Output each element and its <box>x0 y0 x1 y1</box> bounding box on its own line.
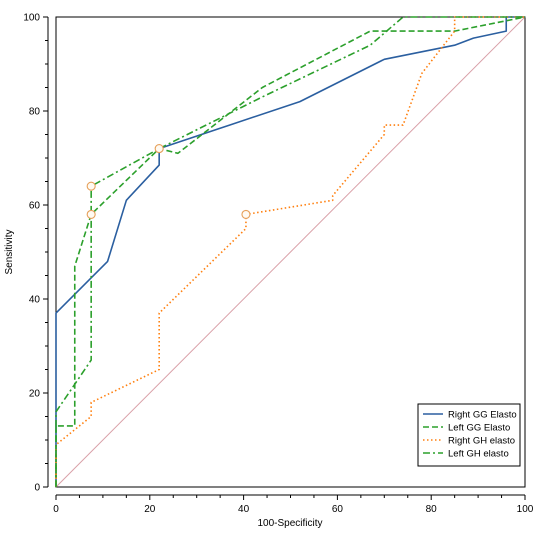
y-tick-label: 100 <box>23 13 40 24</box>
x-axis-title: 100-Specificity <box>257 518 322 529</box>
y-axis-title: Sensitivity <box>4 229 15 274</box>
x-tick-label: 80 <box>426 504 438 515</box>
legend-label-1: Right GG Elasto <box>448 410 517 421</box>
x-tick-label: 60 <box>332 504 344 515</box>
y-tick-label: 20 <box>29 389 41 400</box>
series-line-4 <box>55 16 525 487</box>
criterion-marker <box>241 209 251 219</box>
reference-diagonal <box>55 16 526 488</box>
legend-label-2: Left GG Elasto <box>448 423 510 434</box>
series-line-1 <box>55 16 525 487</box>
y-tick-label: 40 <box>29 295 41 306</box>
x-tick-label: 100 <box>517 504 534 515</box>
x-tick-label: 20 <box>144 504 156 515</box>
criterion-marker <box>154 144 164 154</box>
criterion-marker <box>86 209 96 219</box>
series-line-3 <box>55 16 525 487</box>
x-tick-label: 0 <box>53 504 59 515</box>
legend-label-3: Right GH elasto <box>448 436 515 447</box>
y-tick-label: 60 <box>29 201 41 212</box>
y-tick-label: 80 <box>29 107 41 118</box>
legend: Right GG Elasto Left GG Elasto Right GH el… <box>417 403 521 467</box>
y-tick-label: 0 <box>34 483 40 494</box>
x-tick-label: 40 <box>238 504 250 515</box>
series-line-2 <box>55 16 526 487</box>
criterion-marker <box>86 181 96 191</box>
legend-label-4: Left GH elasto <box>448 449 509 460</box>
axes: 0 20 40 60 80 100 0 20 40 60 80 100 <box>23 13 533 516</box>
series-layer <box>55 16 526 488</box>
